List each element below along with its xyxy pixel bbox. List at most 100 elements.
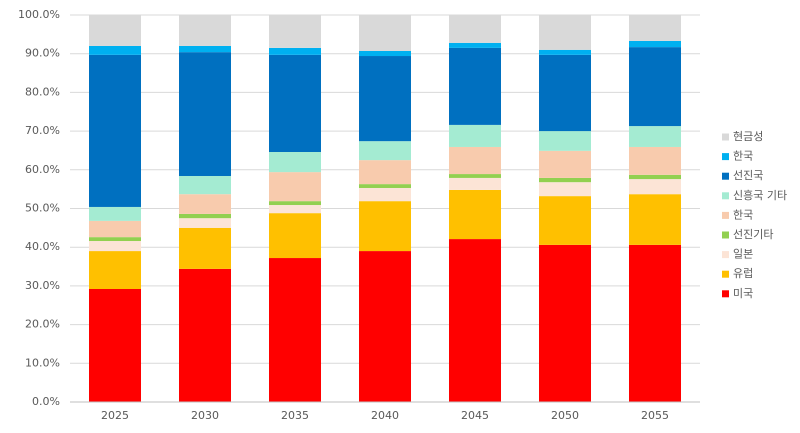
x-tick-label: 2030 (191, 409, 219, 422)
legend-swatch (722, 211, 729, 219)
y-tick-label: 40.0% (25, 240, 60, 253)
bar-segment (269, 54, 321, 152)
bar-segment (179, 194, 231, 214)
bar-segment (539, 182, 591, 197)
bar-segment (179, 213, 231, 219)
bar-segment (449, 47, 501, 125)
bar-segment (449, 146, 501, 175)
bar-segment (89, 251, 141, 289)
bar-segment (179, 45, 231, 53)
bar-segment (359, 201, 411, 252)
legend-swatch (722, 133, 729, 141)
legend-label: 한국 (733, 150, 753, 163)
bar-segment (89, 15, 141, 46)
legend-label: 한국 (733, 208, 753, 221)
bar-segment (629, 40, 681, 48)
y-tick-label: 10.0% (25, 356, 60, 369)
bar-segment (359, 187, 411, 202)
bar-segment (269, 15, 321, 48)
legend-label: 신흥국 기타 (733, 188, 787, 202)
bar-segment (449, 174, 501, 178)
legend-label: 선진기타 (733, 228, 773, 241)
bar-segment (539, 15, 591, 50)
bar-segment (89, 206, 141, 221)
bar-segment (359, 15, 411, 51)
bar-segment (89, 241, 141, 252)
x-tick-label: 2055 (641, 409, 669, 422)
bar-segment (539, 196, 591, 245)
bar-segment (449, 15, 501, 43)
legend-label: 미국 (733, 287, 753, 300)
bar-segment (539, 131, 591, 151)
bar-segment (89, 220, 141, 238)
bar-segment (269, 205, 321, 214)
bar-segment (449, 177, 501, 190)
bar-segment (359, 184, 411, 188)
bar-segment (89, 45, 141, 55)
bar-segment (179, 227, 231, 269)
bar-segment (629, 179, 681, 195)
bar-segment (179, 175, 231, 195)
bar-segment (269, 201, 321, 206)
bar-segment (359, 251, 411, 402)
bar-segment (629, 244, 681, 402)
bar-segment (629, 15, 681, 41)
bar-segment (179, 15, 231, 46)
y-tick-label: 70.0% (25, 124, 60, 137)
bar-segment (89, 288, 141, 402)
bar-segment (629, 126, 681, 147)
bar-segment (359, 50, 411, 57)
bar-segment (179, 268, 231, 402)
bar-segment (629, 174, 681, 180)
bar-segment (539, 177, 591, 183)
legend-swatch (722, 251, 729, 259)
y-tick-label: 50.0% (25, 202, 60, 215)
bar-segment (269, 258, 321, 402)
y-tick-label: 90.0% (25, 47, 60, 60)
bar-segment (539, 54, 591, 132)
y-tick-label: 100.0% (18, 8, 60, 21)
legend-label: 유럽 (733, 266, 753, 280)
bar-segment (359, 56, 411, 142)
legend-swatch (722, 290, 729, 298)
legend-swatch (722, 172, 729, 180)
legend-label: 일본 (733, 247, 753, 261)
bar-segment (449, 239, 501, 402)
bar-segment (269, 151, 321, 173)
bar-segment (269, 47, 321, 55)
x-tick-label: 2050 (551, 409, 579, 422)
bar-segment (269, 172, 321, 202)
bar-segment (449, 189, 501, 240)
legend-swatch (722, 153, 729, 161)
legend-swatch (722, 192, 729, 200)
x-tick-label: 2045 (461, 409, 489, 422)
bar-segment (629, 194, 681, 245)
y-tick-label: 80.0% (25, 85, 60, 98)
bar-segment (629, 146, 681, 175)
y-tick-label: 30.0% (25, 279, 60, 292)
bar-segment (539, 150, 591, 178)
bar-segment (179, 218, 231, 228)
x-tick-label: 2040 (371, 409, 399, 422)
bar-segment (269, 213, 321, 259)
bar-segment (539, 49, 591, 55)
bar-segment (359, 141, 411, 161)
bar-segment (359, 160, 411, 185)
bar-segment (629, 47, 681, 127)
legend-swatch (722, 270, 729, 278)
legend-label: 현금성 (733, 130, 763, 143)
y-tick-label: 0.0% (32, 395, 60, 408)
bar-segment (449, 42, 501, 48)
bar-segment (89, 54, 141, 207)
x-tick-label: 2025 (101, 409, 129, 422)
bar-segment (449, 124, 501, 147)
bar-segment (179, 52, 231, 176)
bar-segment (539, 244, 591, 402)
x-tick-label: 2035 (281, 409, 309, 422)
legend-label: 선진국 (733, 169, 763, 182)
legend-swatch (722, 231, 729, 239)
y-tick-label: 60.0% (25, 163, 60, 176)
bar-segment (89, 237, 141, 242)
y-tick-label: 20.0% (25, 318, 60, 331)
